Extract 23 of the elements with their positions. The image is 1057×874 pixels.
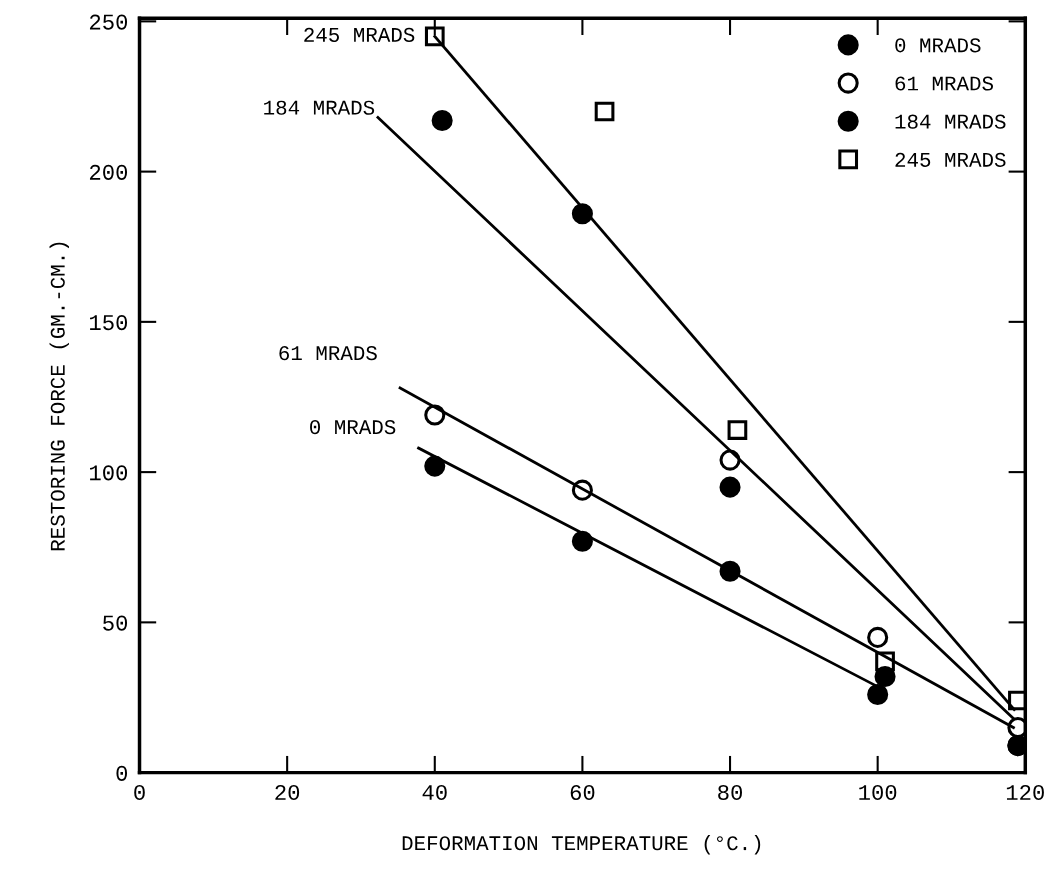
x-tick-label: 120 bbox=[1006, 784, 1044, 801]
legend-label: 61 MRADS bbox=[895, 76, 993, 91]
x-tick-label: 0 bbox=[134, 784, 145, 801]
y-tick-label: 200 bbox=[89, 164, 128, 180]
annotation: 184 MRADS bbox=[264, 100, 375, 115]
x-tick-label: 20 bbox=[275, 784, 300, 801]
legend-label: 245 MRADS bbox=[895, 152, 1006, 167]
annotation: 245 MRADS bbox=[304, 27, 415, 42]
y-tick-label: 250 bbox=[89, 14, 128, 30]
x-tick-label: 40 bbox=[422, 784, 447, 801]
x-tick-label: 100 bbox=[859, 784, 897, 801]
annotation: 61 MRADS bbox=[279, 346, 377, 361]
x-axis-title: DEFORMATION TEMPERATURE (°C.) bbox=[402, 835, 761, 855]
y-tick-label: 150 bbox=[90, 315, 128, 331]
x-tick-label: 80 bbox=[718, 784, 742, 801]
y-tick-label: 0 bbox=[116, 765, 128, 781]
legend-label: 0 MRADS bbox=[895, 38, 981, 53]
annotation: 0 MRADS bbox=[310, 420, 396, 435]
y-tick-label: 50 bbox=[103, 615, 128, 631]
y-tick-label: 100 bbox=[90, 465, 128, 481]
x-tick-label: 60 bbox=[570, 784, 595, 801]
y-axis-title: RESTORING FORCE (GM.-CM.) bbox=[49, 242, 69, 551]
legend-label: 184 MRADS bbox=[895, 114, 1006, 129]
